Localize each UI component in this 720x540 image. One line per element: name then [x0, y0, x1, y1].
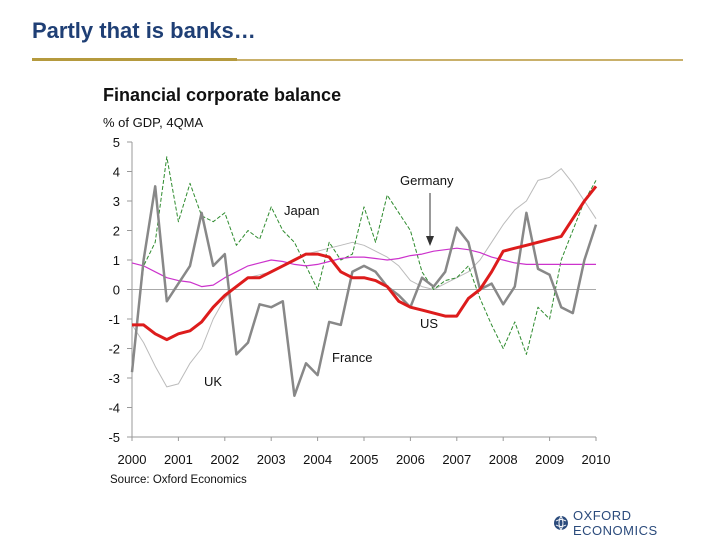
- annotation-germany: Germany: [400, 173, 454, 188]
- series-line-us: [132, 185, 598, 342]
- y-tick-label: 0: [113, 283, 120, 298]
- series-line-uk: [131, 168, 597, 388]
- y-tick-label: 5: [113, 135, 120, 150]
- x-tick-label: 2008: [489, 452, 518, 467]
- annotation-france: France: [332, 350, 372, 365]
- slide-title: Partly that is banks…: [32, 18, 256, 43]
- x-tick-label: 2002: [210, 452, 239, 467]
- globe-icon: [553, 515, 568, 531]
- x-tick-label: 2010: [582, 452, 611, 467]
- x-tick-label: 2005: [350, 452, 379, 467]
- series-line-japan: [131, 156, 597, 373]
- chart-series: [130, 156, 598, 397]
- chart-source: Source: Oxford Economics: [110, 474, 247, 486]
- series-line-germany: [131, 247, 596, 288]
- y-tick-label: 3: [113, 194, 120, 209]
- y-tick-label: -2: [108, 342, 120, 357]
- annotation-us: US: [420, 316, 438, 331]
- x-tick-label: 2009: [535, 452, 564, 467]
- y-tick-label: -5: [108, 430, 120, 445]
- chart-axes: 5 4 3 2 1 0 -1 -2 -3 -4 -5 2000 2001 2002 2003 2004 2005…: [108, 135, 610, 467]
- x-tick-label: 2007: [442, 452, 471, 467]
- annotation-uk: UK: [204, 374, 222, 389]
- x-tick-label: 2001: [164, 452, 193, 467]
- series-line-france: [130, 185, 598, 397]
- x-tick-label: 2004: [303, 452, 332, 467]
- y-tick-label: -4: [108, 401, 120, 416]
- x-tick-label: 2003: [257, 452, 286, 467]
- chart-subtitle: % of GDP, 4QMA: [103, 115, 204, 130]
- y-tick-label: 2: [113, 224, 120, 239]
- y-tick-label: -3: [108, 371, 120, 386]
- x-tick-label: 2000: [118, 452, 147, 467]
- chart-title: Financial corporate balance: [103, 85, 342, 105]
- arrow-head: [426, 236, 434, 246]
- annotation-japan: Japan: [284, 203, 319, 218]
- y-tick-label: 4: [113, 165, 120, 180]
- y-tick-label: -1: [108, 312, 120, 327]
- chart-annotations: Germany Japan US France UK: [204, 173, 454, 389]
- title-rule-light: [237, 59, 683, 61]
- y-tick-label: 1: [113, 253, 120, 268]
- title-rule-dark: [32, 58, 237, 61]
- logo-text: OXFORD ECONOMICS: [572, 508, 658, 538]
- x-tick-label: 2006: [396, 452, 425, 467]
- oxford-economics-logo: OXFORD ECONOMICS: [553, 508, 720, 538]
